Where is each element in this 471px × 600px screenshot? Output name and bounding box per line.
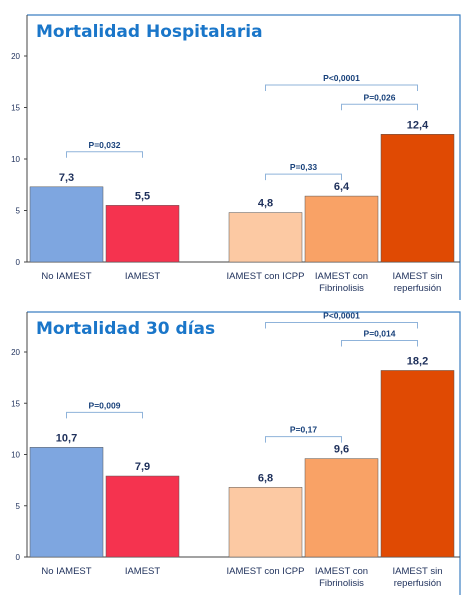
p-value-label: P=0,032: [89, 140, 121, 150]
comparison-bracket: P=0,33: [265, 162, 342, 181]
x-category-label: Fibrinolisis: [319, 283, 364, 294]
bar-4: [304, 458, 379, 558]
y-tick-label: 5: [16, 207, 21, 216]
x-category-label: IAMEST: [125, 566, 161, 577]
x-category-label: Fibrinolisis: [319, 578, 364, 589]
comparison-bracket: P<0,0001: [265, 73, 418, 91]
bar-value-label: 12,4: [407, 119, 429, 131]
panel-frame: [27, 311, 461, 595]
x-category-label: IAMEST: [125, 271, 161, 282]
bracket-line: [66, 411, 143, 419]
y-tick-label: 20: [11, 348, 20, 357]
y-tick-label: 20: [11, 52, 20, 61]
bracket-line: [265, 321, 418, 329]
chart-title: Mortalidad 30 días: [36, 319, 215, 339]
panel-frame: [27, 14, 461, 300]
bar-5: [380, 370, 455, 558]
x-category-label: reperfusión: [394, 283, 442, 294]
comparison-bracket: P<0,0001: [265, 310, 418, 329]
bar-value-label: 6,8: [258, 472, 273, 484]
bracket-line: [265, 84, 418, 91]
p-value-label: P=0,026: [364, 92, 396, 102]
chart-panel-2: Mortalidad 30 días 0 5 10 15 20 10,7 No IAMEST 7…: [11, 310, 461, 595]
y-tick-label: 15: [11, 399, 20, 408]
bar-value-label: 10,7: [56, 432, 77, 444]
comparison-bracket: P=0,17: [265, 425, 342, 443]
comparison-bracket: P=0,009: [66, 400, 143, 419]
bar-3: [228, 212, 303, 263]
bar-value-label: 5,5: [135, 190, 150, 202]
chart-title: Mortalidad Hospitalaria: [36, 22, 263, 42]
y-tick-label: 5: [16, 502, 21, 511]
comparison-bracket: P=0,026: [341, 92, 418, 111]
comparison-bracket: P=0,014: [341, 328, 418, 347]
bar-2: [105, 205, 180, 263]
y-tick-label: 0: [16, 258, 21, 267]
bracket-line: [341, 103, 418, 111]
bar-value-label: 9,6: [334, 444, 349, 456]
bracket-line: [265, 173, 342, 181]
y-tick-label: 15: [11, 104, 20, 113]
bar-value-label: 18,2: [407, 355, 428, 367]
p-value-label: P=0,33: [290, 162, 317, 172]
bar-3: [228, 487, 303, 558]
y-tick-label: 0: [16, 553, 21, 562]
chart-panel-1: Mortalidad Hospitalaria 0 5 10 15 20 7,3 No IAM…: [11, 14, 461, 300]
p-value-label: P<0,0001: [323, 73, 360, 83]
bar-value-label: 4,8: [258, 198, 273, 210]
bar-4: [304, 195, 379, 263]
x-category-label: No IAMEST: [41, 566, 91, 577]
bar-1: [29, 447, 104, 558]
bracket-line: [341, 339, 418, 347]
x-category-label: IAMEST con ICPP: [227, 566, 305, 577]
y-tick-label: 10: [11, 451, 20, 460]
bar-value-label: 7,3: [59, 172, 74, 184]
x-category-label: reperfusión: [394, 578, 442, 589]
bar-5: [380, 134, 455, 263]
p-value-label: P<0,0001: [323, 310, 360, 320]
p-value-label: P=0,009: [89, 400, 121, 410]
x-category-label: IAMEST sin: [393, 566, 443, 577]
y-tick-label: 10: [11, 155, 20, 164]
x-category-label: IAMEST sin: [393, 271, 443, 282]
x-category-label: No IAMEST: [41, 271, 91, 282]
bar-value-label: 6,4: [334, 181, 350, 193]
p-value-label: P=0,17: [290, 425, 317, 435]
x-category-label: IAMEST con: [315, 271, 368, 282]
p-value-label: P=0,014: [364, 328, 396, 338]
x-category-label: IAMEST con: [315, 566, 368, 577]
bar-value-label: 7,9: [135, 461, 150, 473]
x-category-label: IAMEST con ICPP: [227, 271, 305, 282]
bracket-line: [66, 151, 143, 158]
bracket-line: [265, 436, 342, 443]
bar-2: [105, 475, 180, 558]
comparison-bracket: P=0,032: [66, 140, 143, 158]
bar-1: [29, 186, 104, 263]
